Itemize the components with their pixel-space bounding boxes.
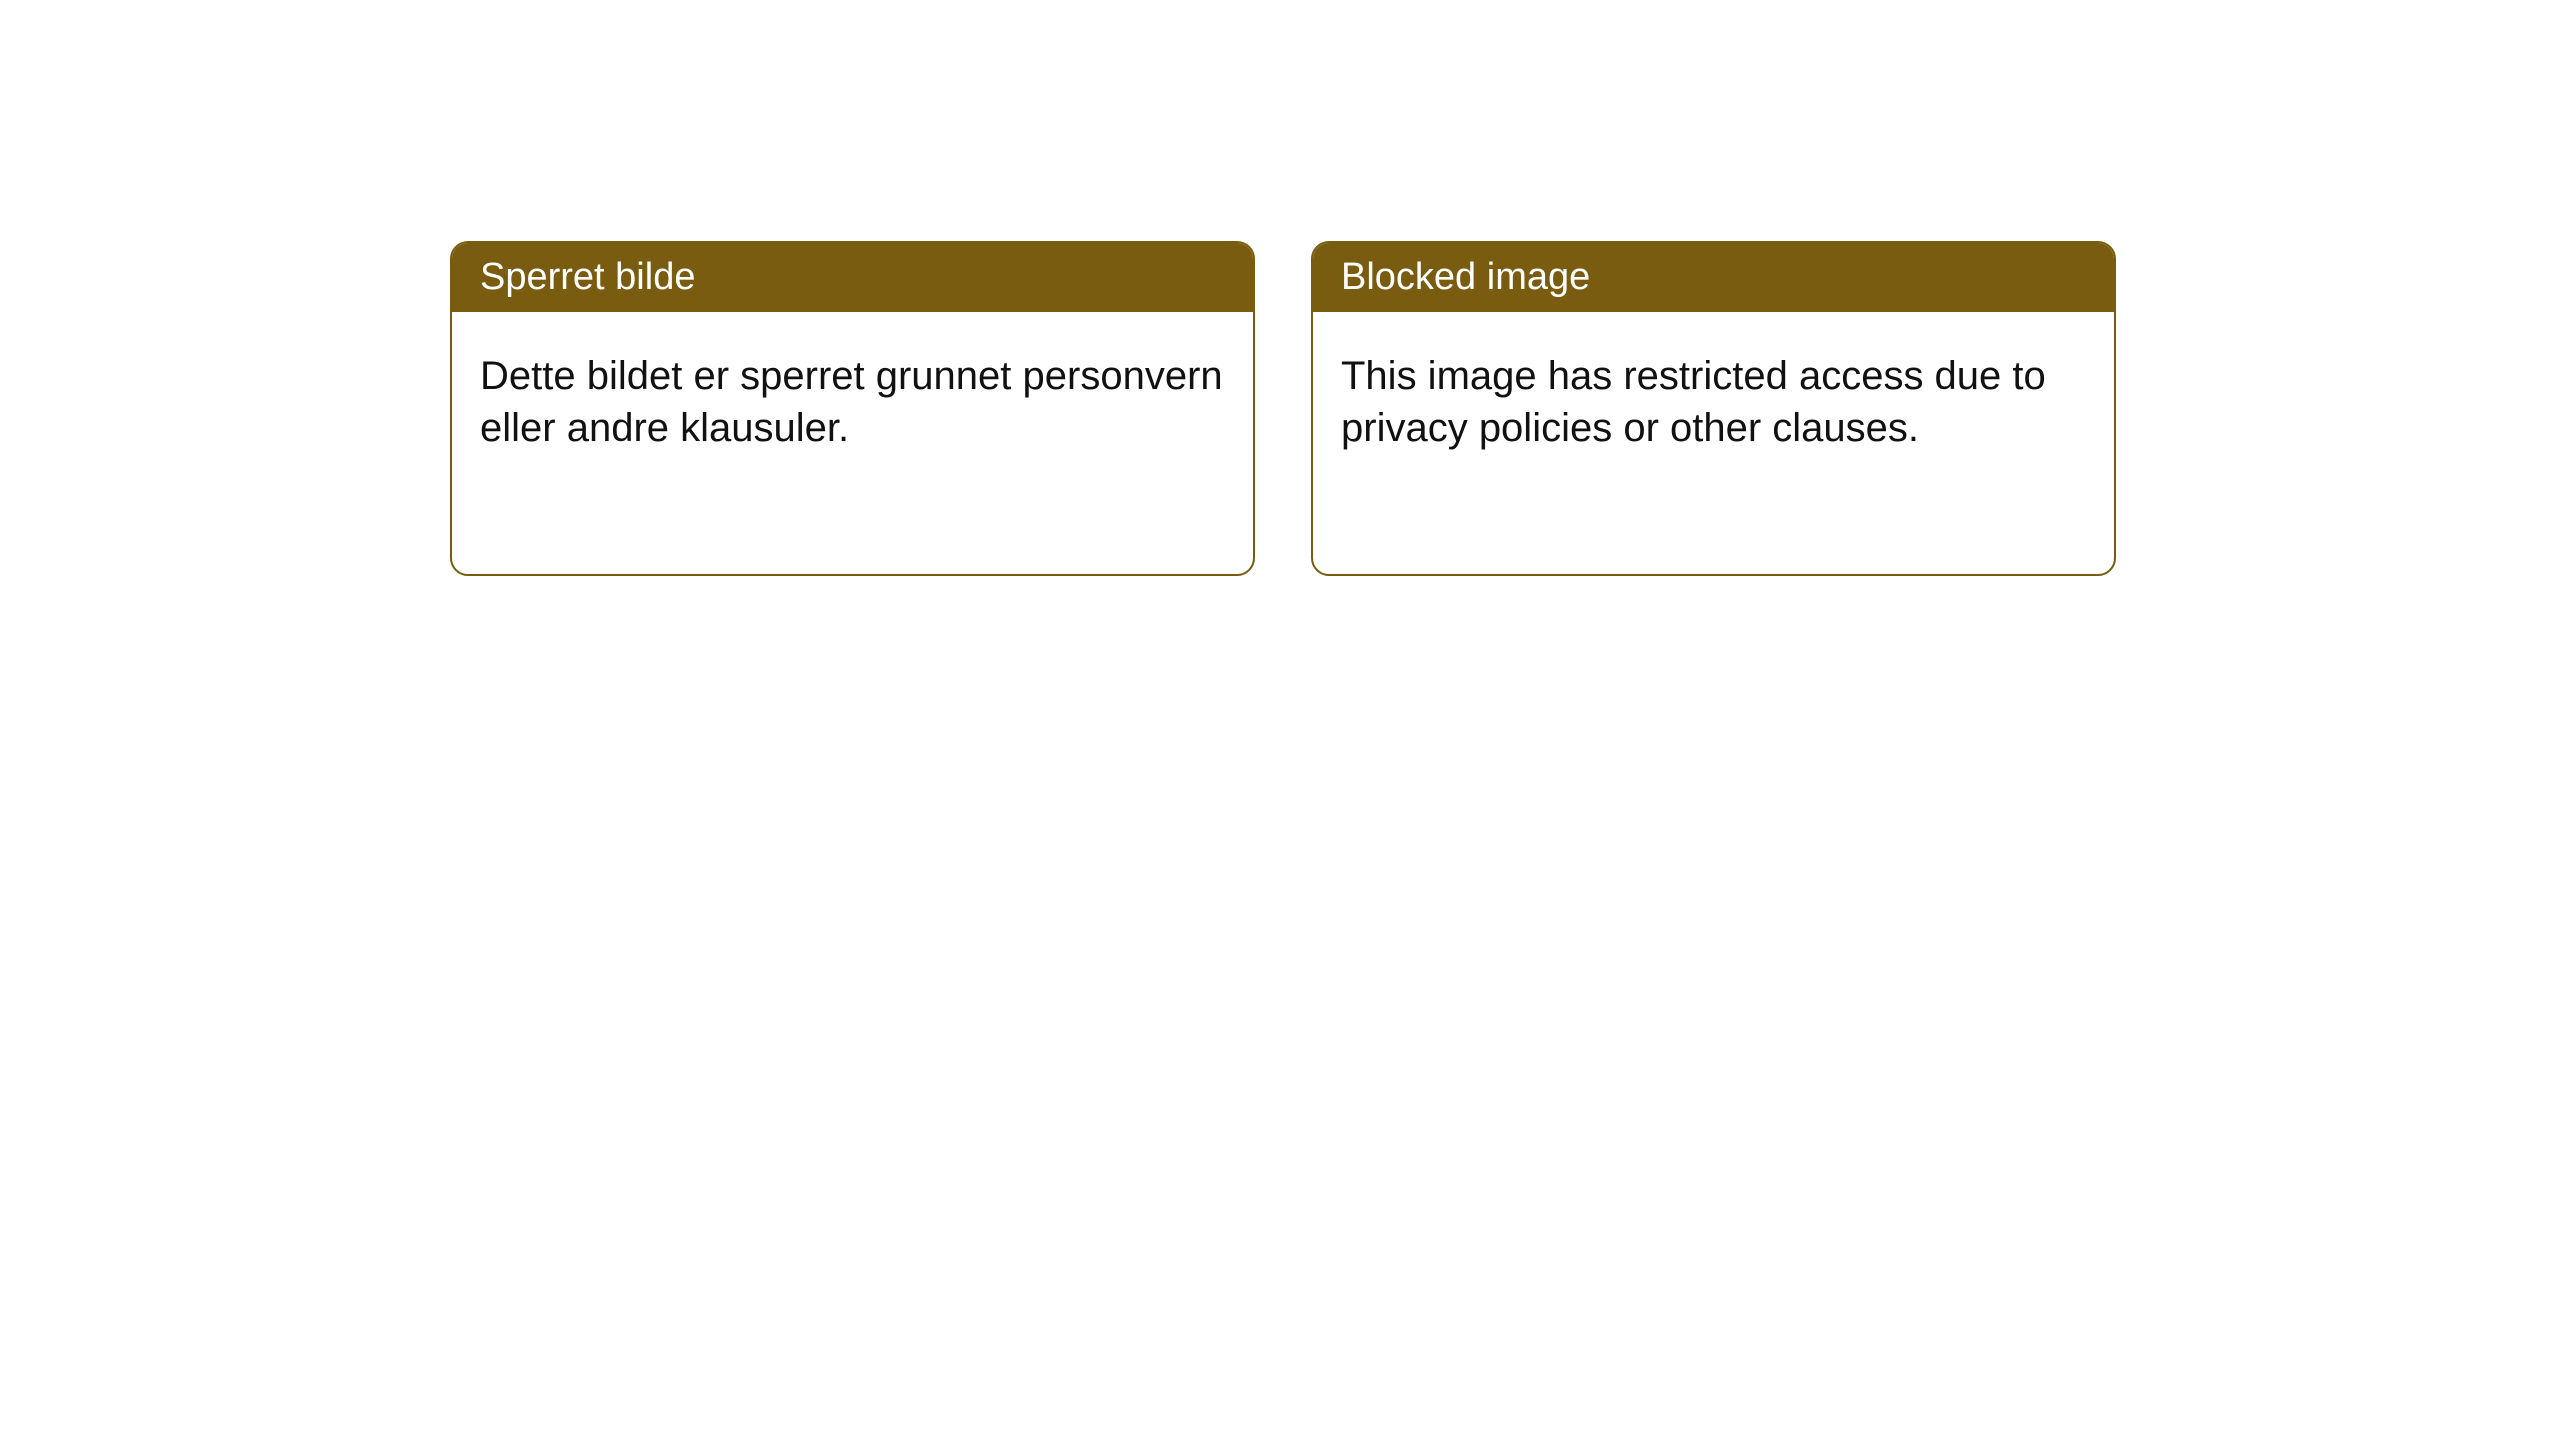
- cards-container: Sperret bilde Dette bildet er sperret gr…: [450, 241, 2116, 576]
- card-body-text: Dette bildet er sperret grunnet personve…: [452, 312, 1253, 492]
- card-body-text: This image has restricted access due to …: [1313, 312, 2114, 492]
- card-title: Blocked image: [1313, 243, 2114, 312]
- blocked-image-card-english: Blocked image This image has restricted …: [1311, 241, 2116, 576]
- card-title: Sperret bilde: [452, 243, 1253, 312]
- blocked-image-card-norwegian: Sperret bilde Dette bildet er sperret gr…: [450, 241, 1255, 576]
